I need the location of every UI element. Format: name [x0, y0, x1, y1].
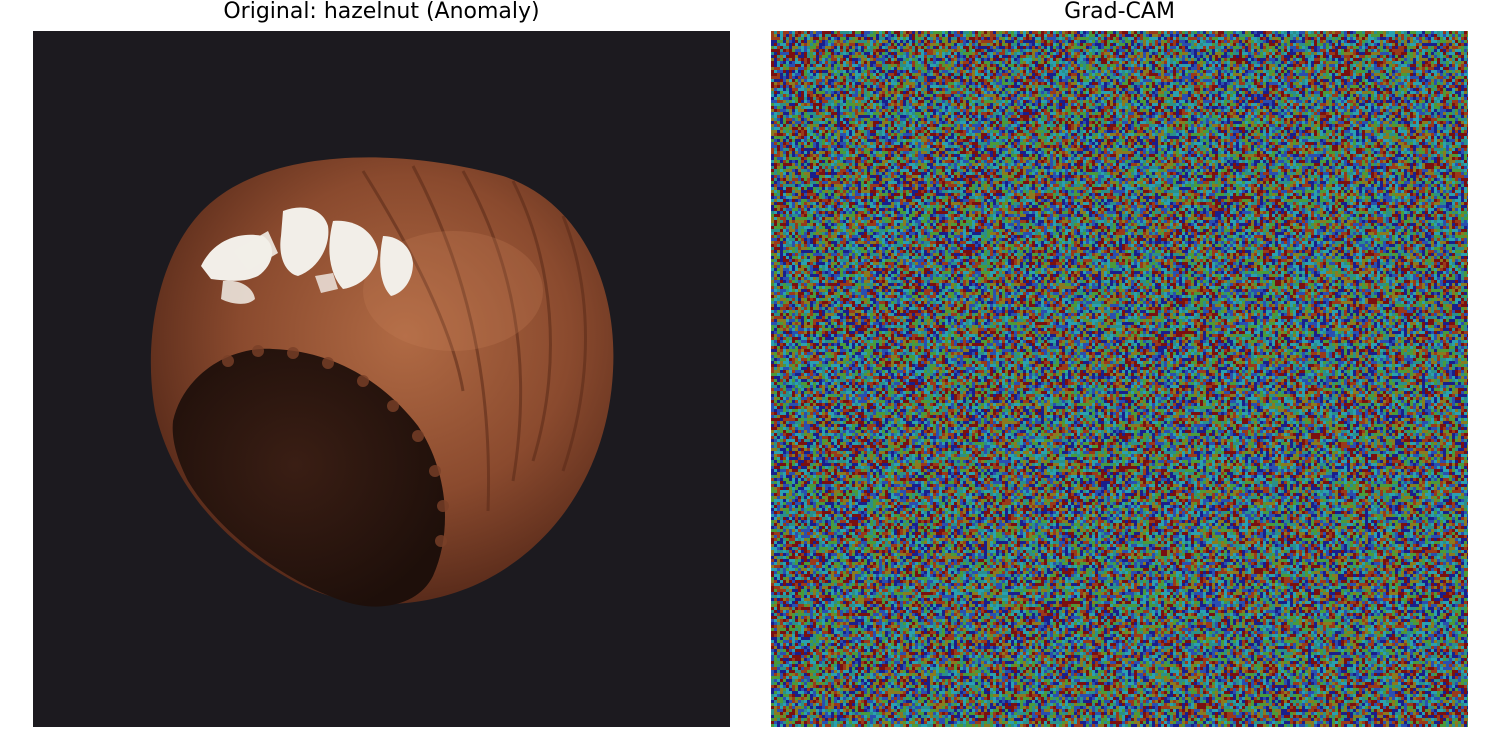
- white-paint-anomaly: [201, 207, 413, 304]
- original-hazelnut-image: [33, 31, 730, 727]
- gradcam-heatmap: [771, 31, 1468, 727]
- original-image-title: Original: hazelnut (Anomaly): [223, 0, 540, 24]
- hazelnut-base: [172, 348, 445, 607]
- shell-stripes: [361, 165, 587, 512]
- base-serrated-edge: [222, 345, 449, 547]
- gradcam-noise-canvas: [771, 31, 1468, 727]
- gradcam-title: Grad-CAM: [1064, 0, 1175, 24]
